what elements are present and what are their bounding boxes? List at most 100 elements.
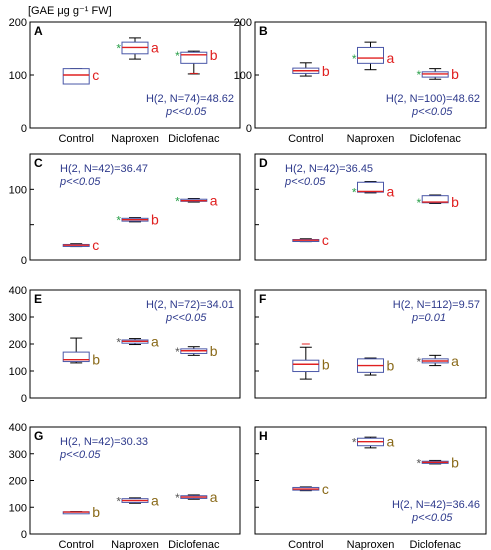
significance-star: *	[175, 49, 180, 63]
x-category-label: Control	[58, 539, 93, 550]
y-tick-label: 400	[9, 422, 27, 434]
y-tick-label: 0	[21, 393, 27, 405]
y-tick-label: 200	[9, 476, 27, 488]
significance-star: *	[175, 491, 180, 505]
group-letter: b	[451, 454, 459, 470]
y-tick-label: 200	[9, 339, 27, 351]
stat-h: H(2, N=112)=9.57	[393, 299, 480, 311]
significance-star: *	[175, 195, 180, 209]
box-naproxen	[357, 181, 384, 193]
panel-label: E	[34, 292, 42, 306]
panel-label: C	[34, 156, 43, 170]
stat-p: p<<0.05	[165, 312, 207, 324]
y-tick-label: 200	[234, 17, 252, 29]
group-letter: a	[387, 50, 395, 66]
group-letter: b	[387, 358, 395, 374]
y-tick-label: 100	[9, 366, 27, 378]
group-letter: a	[151, 39, 159, 55]
panel-label: A	[34, 24, 43, 38]
group-letter: b	[92, 504, 100, 520]
group-letter: b	[451, 66, 459, 82]
group-letter: a	[387, 434, 395, 450]
significance-star: *	[116, 214, 121, 228]
y-tick-label: 100	[9, 70, 27, 82]
x-category-label: Naproxen	[347, 539, 395, 550]
box-diclofenac	[421, 195, 449, 204]
group-letter: b	[210, 343, 218, 359]
box-control	[62, 351, 90, 363]
x-category-label: Control	[58, 133, 93, 145]
group-letter: c	[322, 232, 329, 248]
box-control	[62, 68, 90, 85]
y-tick-label: 0	[21, 123, 27, 135]
group-letter: c	[322, 481, 329, 497]
x-category-label: Diclofenac	[168, 133, 220, 145]
stat-p: p<<0.05	[411, 512, 453, 524]
y-tick-label: 200	[9, 17, 27, 29]
x-category-label: Control	[288, 133, 323, 145]
box-diclofenac	[180, 51, 208, 64]
stat-h: H(2, N=42)=30.33	[60, 436, 148, 448]
panel-label: H	[259, 429, 268, 443]
panel-e: 0 100 200 300 400 Eb * a * b H(2, N=72)=34.01p<<0.…	[9, 285, 241, 405]
stat-h: H(2, N=42)=36.46	[392, 499, 480, 511]
group-letter: a	[387, 183, 395, 199]
significance-star: *	[352, 52, 357, 66]
panel-label: D	[259, 156, 268, 170]
significance-star: *	[417, 68, 422, 82]
group-letter: a	[151, 493, 159, 509]
panel-a: 0 100 200 Ac Control * a Naproxen * b Diclofenac H(…	[9, 17, 241, 145]
box-control	[292, 359, 320, 373]
y-tick-label: 0	[246, 123, 252, 135]
x-category-label: Control	[288, 539, 323, 550]
stat-p: p<<0.05	[411, 106, 453, 118]
stat-p: p<<0.05	[59, 449, 101, 461]
y-tick-label: 100	[9, 502, 27, 514]
y-tick-label: 300	[9, 312, 27, 324]
x-category-label: Diclofenac	[410, 133, 462, 145]
panel-g: 0 100 200 300 400 Gb Control * a Naproxen * a Diclof…	[9, 422, 241, 550]
significance-star: *	[417, 196, 422, 210]
plot-frame	[254, 153, 487, 261]
panel-h: Hc Control * a Naproxen * b Diclofenac H(2, N=42…	[254, 426, 487, 550]
group-letter: a	[451, 353, 459, 369]
group-letter: b	[322, 63, 330, 79]
y-tick-label: 100	[234, 70, 252, 82]
group-letter: b	[151, 212, 159, 228]
significance-star: *	[116, 41, 121, 55]
panels: 0 100 200 Ac Control * a Naproxen * b Diclofenac H(…	[9, 17, 487, 550]
panel-b: 0 100 200 Bb Control * a Naproxen * b Diclofenac H(…	[234, 17, 487, 145]
x-category-label: Naproxen	[111, 539, 159, 550]
group-letter: a	[210, 193, 218, 209]
plot-frame	[29, 153, 241, 261]
panel-c: 0 100 Cc * b * a H(2, N=42)=36.47p<<0.05	[9, 153, 241, 267]
y-tick-label: 300	[9, 449, 27, 461]
x-category-label: Diclofenac	[168, 539, 220, 550]
stat-h: H(2, N=42)=36.45	[285, 163, 373, 175]
panel-label: F	[259, 292, 266, 306]
stat-p: p<<0.05	[59, 176, 101, 188]
group-letter: b	[92, 352, 100, 368]
y-tick-label: 0	[21, 255, 27, 267]
significance-star: *	[352, 185, 357, 199]
y-axis-label: [GAE μg g⁻¹ FW]	[28, 5, 112, 17]
group-letter: a	[151, 333, 159, 349]
panel-label: B	[259, 24, 268, 38]
group-letter: c	[92, 237, 99, 253]
stat-h: H(2, N=42)=36.47	[60, 163, 148, 175]
x-category-label: Naproxen	[111, 133, 159, 145]
y-tick-label: 0	[21, 529, 27, 541]
significance-star: *	[175, 345, 180, 359]
group-letter: b	[210, 47, 218, 63]
x-category-label: Diclofenac	[410, 539, 462, 550]
group-letter: b	[451, 194, 459, 210]
significance-star: *	[116, 495, 121, 509]
significance-star: *	[116, 335, 121, 349]
significance-star: *	[417, 355, 422, 369]
y-tick-label: 400	[9, 285, 27, 297]
stat-p: p<<0.05	[165, 106, 207, 118]
group-letter: b	[322, 356, 330, 372]
y-tick-label: 100	[9, 184, 27, 196]
group-letter: a	[210, 489, 218, 505]
